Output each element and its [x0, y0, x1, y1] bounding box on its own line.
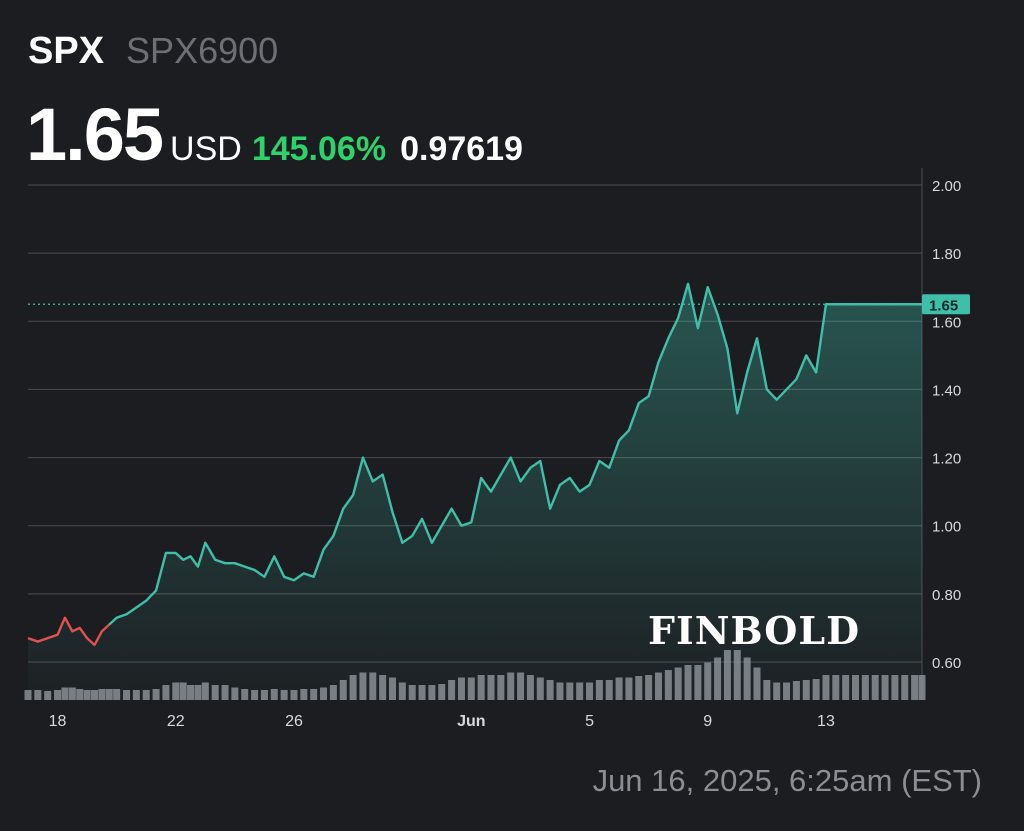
y-tick-label: 2.00 [932, 178, 961, 195]
y-tick-label: 1.20 [932, 451, 961, 468]
header-title-row: SPX SPX6900 [28, 30, 278, 73]
x-tick-label: 13 [817, 713, 835, 730]
header-price-row: 1.65 USD 145.06% 0.97619 [26, 92, 523, 177]
price-currency: USD [170, 130, 242, 168]
price-line-down [27, 616, 111, 647]
y-tick-label: 0.60 [932, 655, 961, 672]
last-price-label: 1.65 [929, 297, 958, 314]
price-area [28, 283, 922, 700]
y-tick-label: 0.80 [932, 587, 961, 604]
x-tick-label: 9 [703, 713, 712, 730]
absolute-change: 0.97619 [400, 130, 523, 168]
ticker-symbol: SPX [28, 30, 105, 72]
last-price-badge [922, 294, 970, 315]
price-line-up [108, 282, 922, 626]
asset-name: SPX6900 [126, 30, 279, 71]
x-tick-label: 26 [285, 713, 303, 730]
current-price: 1.65 [26, 93, 164, 176]
y-tick-label: 1.60 [932, 314, 961, 331]
y-tick-label: 1.40 [932, 382, 961, 399]
x-tick-label: Jun [457, 713, 485, 730]
x-tick-label: 5 [585, 713, 594, 730]
percent-change: 145.06% [251, 130, 387, 168]
x-tick-label: 22 [167, 713, 185, 730]
finbold-logo: FINBOLD [648, 608, 861, 653]
y-tick-label: 1.80 [932, 246, 961, 263]
y-tick-label: 1.00 [932, 519, 961, 536]
chart-timestamp: Jun 16, 2025, 6:25am (EST) [592, 763, 982, 798]
x-tick-label: 18 [49, 713, 67, 730]
